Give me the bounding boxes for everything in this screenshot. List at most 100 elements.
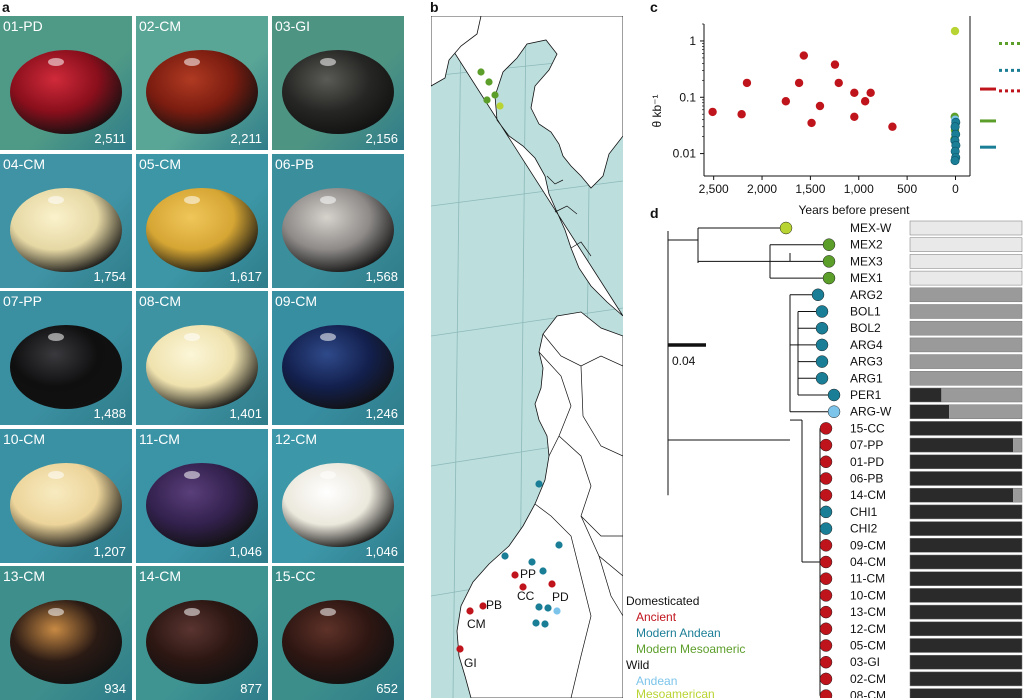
map-site-dot: [535, 603, 543, 611]
tree-leaf-dot: [819, 555, 833, 569]
bean-photo: [146, 325, 258, 409]
bean-tile: 08-CM 1,401: [136, 291, 268, 425]
panel-letter-c: c: [650, 0, 658, 15]
chart-side-markers: [980, 42, 1020, 149]
ancestry-bar-outline: [909, 220, 1023, 236]
tree-leaf-label: MEX1: [850, 271, 883, 285]
tree-leaf-dot: [819, 522, 833, 535]
chart-point: [950, 122, 960, 132]
bean-age-label: 2,511: [94, 131, 126, 146]
tree-leaf-dot: [819, 438, 833, 452]
ancestry-bar-segment: [1013, 488, 1022, 503]
ancestry-bar-segment: [910, 538, 1022, 553]
bean-photo: [282, 187, 394, 272]
ancestry-bar-segment: [910, 638, 1022, 653]
tree-leaf-dot: [819, 655, 833, 669]
bean-tile: 10-CM 1,207: [0, 428, 132, 563]
bean-seed: [146, 600, 258, 684]
ancestry-bar-outline: [909, 354, 1023, 369]
bean-id-label: 05-CM: [139, 155, 182, 172]
ancestry-bar-segment: [910, 488, 1014, 503]
bean-id-label: 01-PD: [3, 18, 43, 34]
ancestry-bar-outline: [909, 304, 1023, 319]
ancestry-bar-outline: [909, 571, 1023, 586]
chart-point: [742, 78, 752, 88]
bean-id-label: 04-CM: [3, 155, 46, 172]
chart-point: [830, 60, 840, 69]
chart-x-tick-label: 500: [897, 182, 917, 196]
legend-mesoamerican: Mesoamerican: [636, 687, 715, 698]
tree-leaf-labels: MEX-W MEX2 MEX3 MEX1 ARG2 BOL1 BOL2 ARG4 ARG3 ARG…: [850, 221, 892, 698]
tree-leaf-dot: [815, 372, 829, 385]
tree-leaf-dot: [819, 689, 833, 698]
bean-seed: [282, 50, 394, 134]
ancestry-bar-outline: [909, 404, 1023, 419]
bean-id-label: 03-GI: [275, 18, 311, 34]
map-site-dot: [548, 580, 556, 588]
bean-seed: [10, 462, 122, 547]
map-site-dot: [479, 602, 487, 610]
bean-photo: [146, 462, 258, 547]
tree-leaf-label: BOL2: [850, 321, 881, 335]
ancestry-bar-segment: [910, 454, 1022, 469]
map-site-dot: [535, 480, 543, 488]
bean-hilum: [184, 195, 200, 204]
bean-hilum: [320, 470, 336, 479]
bean-hilum: [184, 470, 200, 479]
bean-photo: [10, 325, 122, 409]
map-site-label: CC: [517, 589, 535, 603]
tree-leaf-label: CHI1: [850, 505, 878, 519]
bean-tile: 07-PP 1,488: [0, 291, 132, 425]
ancestry-bar-outline: [909, 337, 1023, 353]
tree-leaf-dot: [819, 505, 833, 519]
bean-age-label: 1,617: [229, 268, 262, 284]
ancestry-bar-outline: [909, 270, 1023, 286]
map-site-label: GI: [464, 656, 477, 670]
bean-seed: [146, 325, 258, 409]
bean-seed: [146, 50, 258, 134]
chart-point: [807, 118, 816, 128]
bean-photo: [146, 187, 258, 272]
ancestry-bar-segment: [910, 221, 1022, 235]
bean-seed: [146, 462, 258, 547]
bean-age-label: 652: [376, 681, 398, 696]
bean-id-label: 09-CM: [275, 293, 318, 309]
legend-modern-meso: Modern Mesoamerican: [636, 642, 746, 656]
tree-leaf-label: 07-PP: [850, 438, 883, 452]
bean-seed: [10, 187, 122, 272]
ancestry-bar-segment: [910, 388, 942, 402]
ancestry-bar-outline: [909, 454, 1023, 470]
bean-hilum: [48, 195, 64, 204]
map-site-dot: [456, 645, 464, 653]
bean-id-label: 07-PP: [3, 293, 42, 309]
bean-photo: [282, 462, 394, 547]
map-site-dot: [466, 607, 474, 615]
chart-x-tick-label: 2,500: [699, 182, 729, 196]
ancestry-bar-segment: [910, 655, 1022, 670]
tree-leaf-label: ARG4: [850, 338, 883, 352]
chart-x-label: Years before present: [799, 203, 911, 216]
ancestry-bar-outline: [909, 437, 1023, 453]
chart-point: [850, 88, 859, 98]
map-site-dot: [528, 558, 536, 566]
bean-tile: 11-CM 1,046: [136, 428, 268, 563]
map-site-label: PD: [552, 590, 569, 604]
ancestry-bar-segment: [910, 404, 950, 419]
ancestry-bar-segment: [910, 304, 1022, 319]
ancestry-bar-outline: [909, 387, 1023, 403]
bean-age-label: 2,156: [365, 131, 398, 146]
chart-point: [781, 97, 791, 106]
map-site-label: PP: [520, 567, 536, 581]
map-site-label: CM: [467, 617, 486, 631]
land: [431, 16, 623, 698]
bean-age-label: 1,246: [365, 406, 398, 421]
bean-age-label: 1,046: [365, 543, 398, 559]
ancestry-bar-outline: [909, 421, 1023, 436]
map-site-dot: [541, 620, 549, 628]
ancestry-bar-outline: [909, 538, 1023, 553]
bean-age-label: 1,568: [365, 268, 398, 284]
chart-point: [950, 156, 960, 166]
tree-leaf-dot: [819, 488, 833, 502]
bean-seed: [282, 325, 394, 409]
